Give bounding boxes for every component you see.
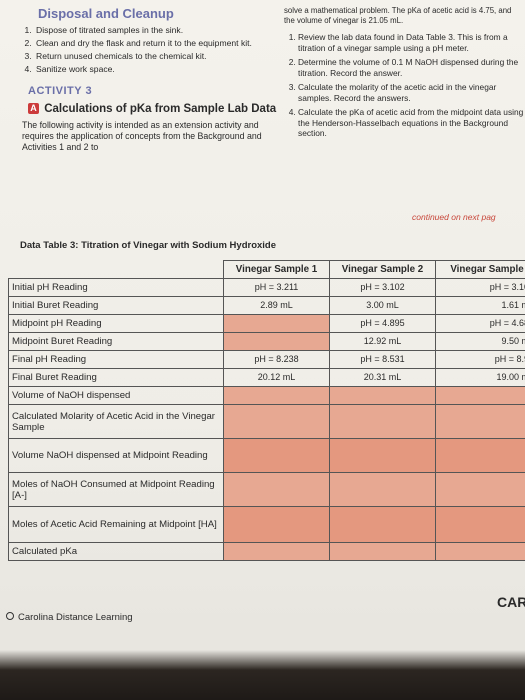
- table-title: Data Table 3: Titration of Vinegar with …: [20, 240, 277, 251]
- shaded-cell: [435, 542, 525, 561]
- shaded-cell: [329, 438, 436, 473]
- shaded-cell: [223, 472, 330, 507]
- table-row: Midpoint pH Reading pH = 4.895 pH = 4.68…: [8, 314, 525, 333]
- table-row: Moles of Acetic Acid Remaining at Midpoi…: [8, 506, 525, 543]
- activity-intro: The following activity is intended as an…: [22, 120, 262, 152]
- shaded-cell: [223, 386, 330, 405]
- shaded-cell: [329, 386, 436, 405]
- shaded-cell: [435, 438, 525, 473]
- continuation-text: solve a mathematical problem. The pKa of…: [284, 6, 512, 25]
- disposal-heading: Disposal and Cleanup: [38, 6, 174, 21]
- bullet-circle-icon: [6, 612, 14, 620]
- data-table-3: Vinegar Sample 1 Vinegar Sample 2 Vinega…: [8, 260, 525, 561]
- shaded-cell: [223, 332, 330, 351]
- table-cell[interactable]: 20.31 mL: [329, 368, 436, 387]
- table-cell[interactable]: pH = 8.93: [435, 350, 525, 369]
- shaded-cell: [435, 404, 525, 439]
- procedure-list: Review the lab data found in Data Table …: [284, 32, 524, 139]
- table-cell[interactable]: pH = 4.687: [435, 314, 525, 333]
- row-label: Moles of Acetic Acid Remaining at Midpoi…: [8, 506, 224, 543]
- column-header: Vinegar Sample: [435, 260, 525, 279]
- disposal-item: Dispose of titrated samples in the sink.: [34, 25, 282, 36]
- footer-corner-text: CAR: [497, 594, 525, 610]
- table-cell[interactable]: 3.00 mL: [329, 296, 436, 315]
- shaded-cell: [329, 472, 436, 507]
- shaded-cell: [435, 386, 525, 405]
- procedure-step: Calculate the molarity of the acetic aci…: [298, 82, 524, 103]
- row-label: Final pH Reading: [8, 350, 224, 369]
- shaded-cell: [435, 472, 525, 507]
- disposal-item: Return unused chemicals to the chemical …: [34, 51, 282, 62]
- table-cell[interactable]: 1.61 mL: [435, 296, 525, 315]
- shaded-cell: [329, 404, 436, 439]
- left-column: Disposal and Cleanup Dispose of titrated…: [22, 6, 282, 153]
- table-cell[interactable]: pH = 4.895: [329, 314, 436, 333]
- activity-title-text: Calculations of pKa from Sample Lab Data: [44, 103, 277, 115]
- disposal-list: Dispose of titrated samples in the sink.…: [22, 25, 282, 75]
- row-label: Initial pH Reading: [8, 278, 224, 297]
- table-row: Final Buret Reading 20.12 mL 20.31 mL 19…: [8, 368, 525, 387]
- table-corner: [8, 260, 224, 279]
- row-label: Calculated pKa: [8, 542, 224, 561]
- row-label: Initial Buret Reading: [8, 296, 224, 315]
- column-header: Vinegar Sample 1: [223, 260, 330, 279]
- table-row: Calculated Molarity of Acetic Acid in th…: [8, 404, 525, 439]
- shaded-cell: [223, 506, 330, 543]
- photo-shadow: [0, 650, 525, 700]
- row-label: Volume of NaOH dispensed: [8, 386, 224, 405]
- table-row: Calculated pKa: [8, 542, 525, 561]
- table-cell[interactable]: 12.92 mL: [329, 332, 436, 351]
- table-row: Midpoint Buret Reading 12.92 mL 9.50 mL: [8, 332, 525, 351]
- shaded-cell: [435, 506, 525, 543]
- disposal-item: Clean and dry the flask and return it to…: [34, 38, 282, 49]
- table-cell[interactable]: 20.12 mL: [223, 368, 330, 387]
- shaded-cell: [223, 438, 330, 473]
- table-cell[interactable]: pH = 3.105: [435, 278, 525, 297]
- table-cell[interactable]: pH = 8.531: [329, 350, 436, 369]
- row-label: Midpoint pH Reading: [8, 314, 224, 333]
- table-cell[interactable]: pH = 8.238: [223, 350, 330, 369]
- right-column: solve a mathematical problem. The pKa of…: [284, 6, 524, 143]
- table-row: Initial Buret Reading 2.89 mL 3.00 mL 1.…: [8, 296, 525, 315]
- disposal-item: Sanitize work space.: [34, 64, 282, 75]
- table-row: Volume NaOH dispensed at Midpoint Readin…: [8, 438, 525, 473]
- table-row: Volume of NaOH dispensed: [8, 386, 525, 405]
- table-header-row: Vinegar Sample 1 Vinegar Sample 2 Vinega…: [8, 260, 525, 279]
- shaded-cell: [223, 314, 330, 333]
- row-label: Volume NaOH dispensed at Midpoint Readin…: [8, 438, 224, 473]
- row-label: Moles of NaOH Consumed at Midpoint Readi…: [8, 472, 224, 507]
- table-cell[interactable]: 19.00 mL: [435, 368, 525, 387]
- column-header: Vinegar Sample 2: [329, 260, 436, 279]
- activity-badge: A: [28, 103, 39, 114]
- row-label: Final Buret Reading: [8, 368, 224, 387]
- shaded-cell: [329, 542, 436, 561]
- table-row: Initial pH Reading pH = 3.211 pH = 3.102…: [8, 278, 525, 297]
- shaded-cell: [329, 506, 436, 543]
- footer: Carolina Distance Learning: [6, 612, 133, 623]
- row-label: Calculated Molarity of Acetic Acid in th…: [8, 404, 224, 439]
- table-cell[interactable]: 2.89 mL: [223, 296, 330, 315]
- footer-text: Carolina Distance Learning: [18, 612, 133, 623]
- activity-label: ACTIVITY 3: [28, 85, 93, 97]
- activity-title: A Calculations of pKa from Sample Lab Da…: [28, 103, 282, 116]
- table-row: Final pH Reading pH = 8.238 pH = 8.531 p…: [8, 350, 525, 369]
- table-cell[interactable]: pH = 3.211: [223, 278, 330, 297]
- table-row: Moles of NaOH Consumed at Midpoint Readi…: [8, 472, 525, 507]
- table-cell[interactable]: 9.50 mL: [435, 332, 525, 351]
- procedure-step: Determine the volume of 0.1 M NaOH dispe…: [298, 57, 524, 78]
- table-cell[interactable]: pH = 3.102: [329, 278, 436, 297]
- row-label: Midpoint Buret Reading: [8, 332, 224, 351]
- continued-note: continued on next pag: [412, 212, 496, 222]
- procedure-step: Calculate the pKa of acetic acid from th…: [298, 107, 524, 139]
- shaded-cell: [223, 542, 330, 561]
- shaded-cell: [223, 404, 330, 439]
- procedure-step: Review the lab data found in Data Table …: [298, 32, 524, 53]
